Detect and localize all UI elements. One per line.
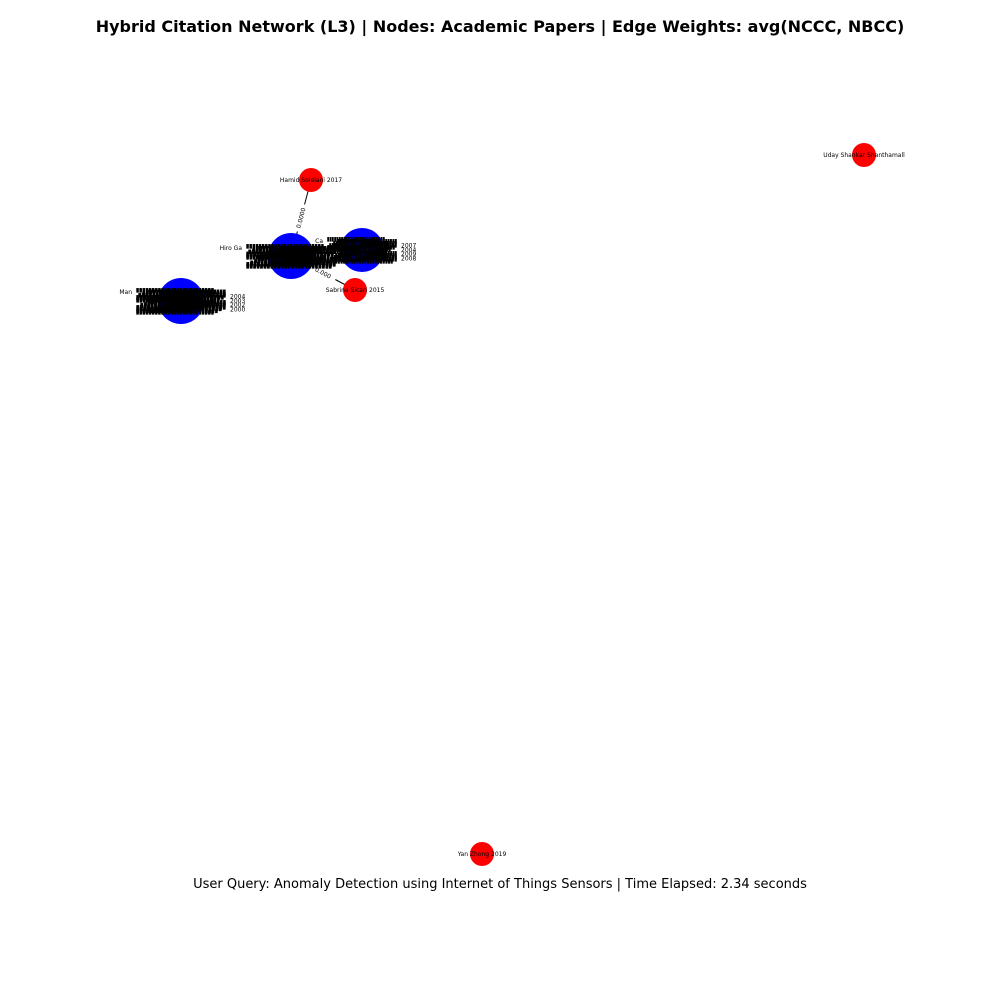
paper-node-n2[interactable] bbox=[852, 143, 876, 167]
cluster-label-overlap: ■■■■■■■■■■■■■■■■■■■■■■■■■ bbox=[335, 252, 397, 259]
cluster-label-fragment: 2008 bbox=[401, 256, 416, 263]
cluster-label-fragment: Ei bbox=[340, 252, 346, 259]
cluster-label-overlap: ■■■■■■■■■■■■■■■■■■■■■■■■■ bbox=[252, 247, 336, 254]
cluster-label-overlap: ■■■■■■■■■■■■■■■■■■■■■■■■■ bbox=[140, 302, 226, 309]
paper-node-n3[interactable] bbox=[343, 278, 367, 302]
paper-node-label-n2: Uday Shankar Shanthamall bbox=[823, 152, 905, 159]
cluster-label-overlap: ■■■■■■■■■■■■■■■■■■■■■■■■■ bbox=[142, 290, 226, 297]
cluster-label-overlap: ■■■■■■■■■■■■■■■■■■■■■■■■■ bbox=[248, 248, 336, 255]
cluster-label-overlap: ■■■■■■■■■■■■■■■■■■■■■■■■■ bbox=[246, 254, 326, 261]
cluster-label-overlap: ■■■■■■■■■■■■■■■■■■■■■■■■■ bbox=[327, 248, 387, 255]
cluster-label-overlap: ■■■■■■■■■■■■■■■■■■■■■■■■■ bbox=[136, 287, 214, 294]
cluster-label-overlap: ■■■■■■■■■■■■■■■■■■■■■■■■■ bbox=[136, 304, 226, 311]
cluster-label-overlap: ■■■■■■■■■■■■■■■■■■■■■■■■■ bbox=[327, 258, 393, 265]
cluster-label-fragment: 2004 bbox=[401, 247, 416, 254]
cluster-label-overlap: ■■■■■■■■■■■■■■■■■■■■■■■■■ bbox=[246, 261, 336, 268]
cluster-label-overlap: ■■■■■■■■■■■■■■■■■■■■■■■■■ bbox=[331, 254, 397, 261]
cluster-label-overlap: ■■■■■■■■■■■■■■■■■■■■■■■■■ bbox=[246, 243, 324, 250]
cluster-label-overlap: ■■■■■■■■■■■■■■■■■■■■■■■■■ bbox=[136, 295, 220, 302]
cluster-label-overlap: ■■■■■■■■■■■■■■■■■■■■■■■■■ bbox=[136, 307, 218, 314]
cluster-label-overlap: ■■■■■■■■■■■■■■■■■■■■■■■■■ bbox=[333, 240, 397, 247]
cluster-label-fragment: Ca bbox=[315, 238, 323, 245]
chart-title: Hybrid Citation Network (L3) | Nodes: Ac… bbox=[95, 17, 905, 36]
cluster-label-overlap: ■■■■■■■■■■■■■■■■■■■■■■■■■ bbox=[246, 252, 330, 259]
cluster-label-fragment: Man bbox=[119, 289, 132, 296]
cluster-label-overlap: ■■■■■■■■■■■■■■■■■■■■■■■■■ bbox=[327, 246, 391, 253]
cluster-label-overlap: ■■■■■■■■■■■■■■■■■■■■■■■■■ bbox=[339, 250, 397, 257]
cluster-label-overlap: ■■■■■■■■■■■■■■■■■■■■■■■■■ bbox=[138, 292, 226, 299]
cluster-label-overlap: ■■■■■■■■■■■■■■■■■■■■■■■■■ bbox=[136, 294, 224, 301]
cluster-label-overlap: ■■■■■■■■■■■■■■■■■■■■■■■■■ bbox=[327, 244, 395, 251]
cluster-label-fragment: 2000 bbox=[230, 307, 245, 314]
cluster-label-fragment: 2007 bbox=[401, 242, 416, 249]
cluster-label-overlap: ■■■■■■■■■■■■■■■■■■■■■■■■■ bbox=[136, 309, 214, 316]
cluster-label-overlap: ■■■■■■■■■■■■■■■■■■■■■■■■■ bbox=[329, 242, 397, 249]
query-footer: User Query: Anomaly Detection using Inte… bbox=[193, 877, 807, 892]
edge-label-background bbox=[293, 203, 309, 233]
cluster-label-fragment: 2002 bbox=[230, 302, 245, 309]
paper-cluster-node-c2[interactable] bbox=[340, 228, 384, 272]
cluster-label-overlap: ■■■■■■■■■■■■■■■■■■■■■■■■■ bbox=[254, 258, 336, 265]
paper-node-label-n1: Hamid Soleiani 2017 bbox=[280, 177, 342, 184]
paper-cluster-node-c3[interactable] bbox=[158, 278, 204, 324]
cluster-label-overlap: ■■■■■■■■■■■■■■■■■■■■■■■■■ bbox=[144, 301, 226, 308]
paper-cluster-node-c1[interactable] bbox=[268, 233, 314, 279]
cluster-label-overlap: ■■■■■■■■■■■■■■■■■■■■■■■■■ bbox=[256, 245, 336, 252]
cluster-label-fragment: 2003 bbox=[230, 298, 245, 305]
cluster-label-overlap: ■■■■■■■■■■■■■■■■■■■■■■■■■ bbox=[258, 256, 336, 263]
cluster-label-overlap: ■■■■■■■■■■■■■■■■■■■■■■■■■ bbox=[246, 250, 334, 257]
cluster-label-fragment: 2004 bbox=[230, 293, 245, 300]
paper-node-label-n4: Yan Zhong 2019 bbox=[457, 851, 507, 858]
cluster-label-fragment: 2009 bbox=[401, 251, 416, 258]
cluster-label-overlap: ■■■■■■■■■■■■■■■■■■■■■■■■■ bbox=[327, 236, 385, 243]
cluster-label-overlap: ■■■■■■■■■■■■■■■■■■■■■■■■■ bbox=[148, 299, 226, 306]
paper-node-n4[interactable] bbox=[470, 842, 494, 866]
cluster-label-fragment: Re bbox=[340, 258, 348, 265]
paper-node-label-n3: Sabrina Sicari 2015 bbox=[326, 287, 385, 294]
paper-node-n1[interactable] bbox=[299, 168, 323, 192]
cluster-label-overlap: ■■■■■■■■■■■■■■■■■■■■■■■■■ bbox=[136, 306, 222, 313]
cluster-label-overlap: ■■■■■■■■■■■■■■■■■■■■■■■■■ bbox=[246, 263, 332, 270]
cluster-label-overlap: ■■■■■■■■■■■■■■■■■■■■■■■■■ bbox=[337, 238, 397, 245]
cluster-label-overlap: ■■■■■■■■■■■■■■■■■■■■■■■■■ bbox=[146, 289, 226, 296]
cluster-label-overlap: ■■■■■■■■■■■■■■■■■■■■■■■■■ bbox=[136, 297, 216, 304]
cluster-label-overlap: ■■■■■■■■■■■■■■■■■■■■■■■■■ bbox=[327, 256, 397, 263]
cluster-label-fragment: Hiro Ga bbox=[220, 245, 243, 252]
cluster-label-overlap: ■■■■■■■■■■■■■■■■■■■■■■■■■ bbox=[250, 259, 336, 266]
edge-weight-label: 0.0000 bbox=[295, 207, 307, 229]
edge-label-background bbox=[308, 262, 338, 284]
